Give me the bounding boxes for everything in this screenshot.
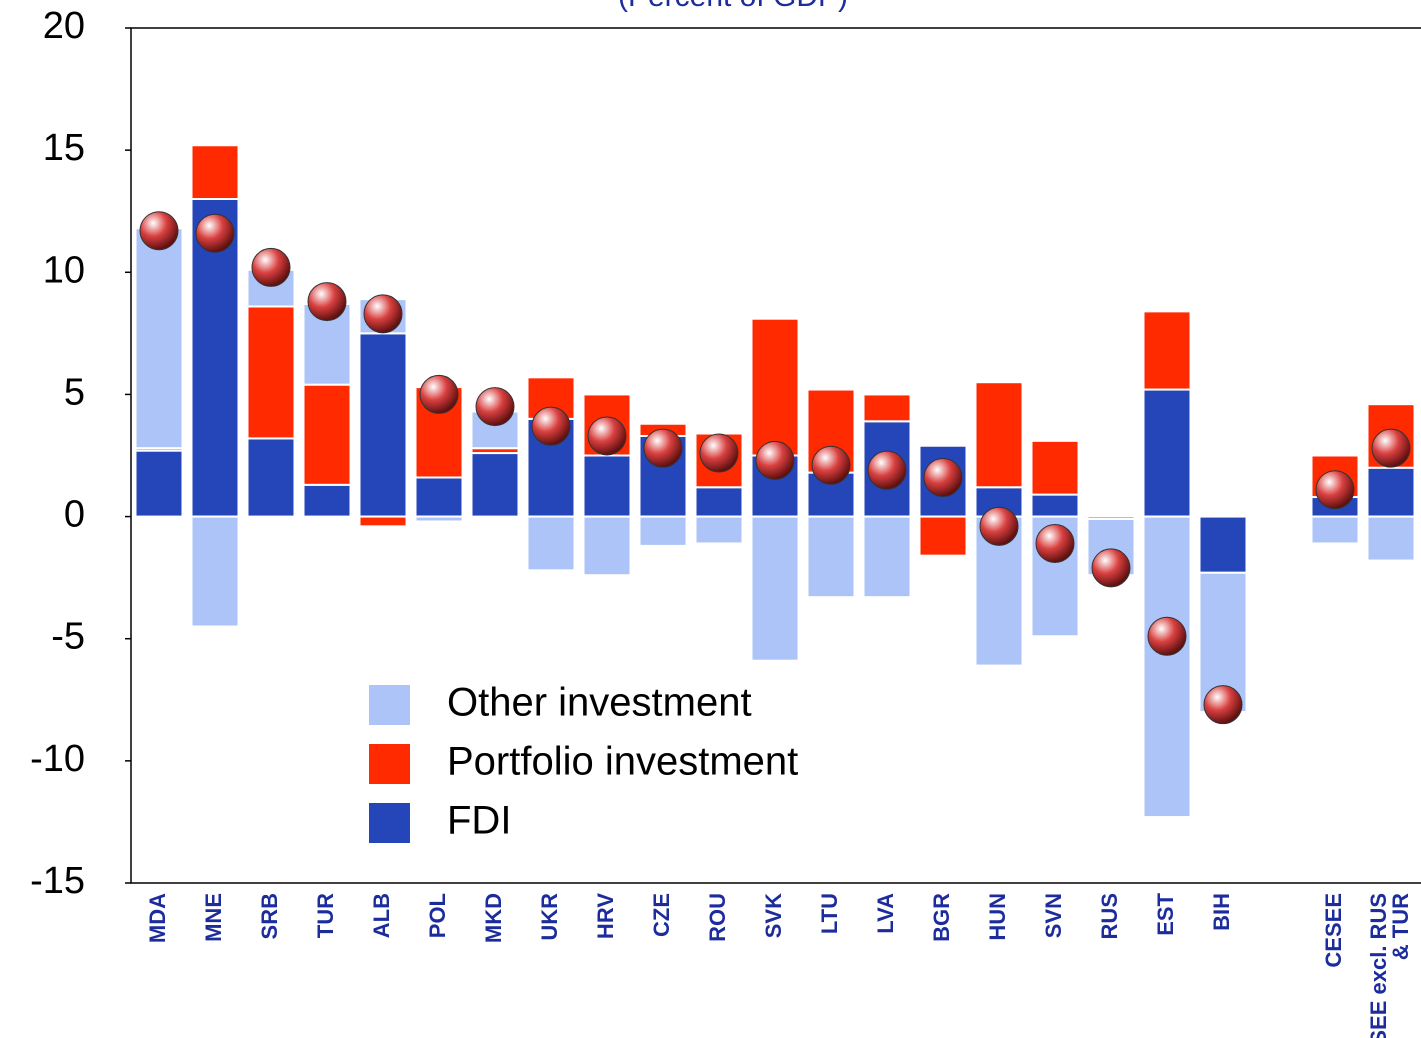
bar-segment [1366,515,1416,562]
net-marker [475,387,515,427]
net-marker [979,506,1019,546]
x-tick-label: TUR [313,893,338,938]
bar-segment [694,515,744,545]
bar-segment [694,486,744,518]
bar-segment [414,515,464,523]
x-tick-label: POL [425,893,450,938]
y-tick-label: 20 [43,5,85,47]
bar-segment [358,515,408,528]
bar-segment [526,515,576,572]
x-tick-label: HUN [985,893,1010,941]
net-marker [755,440,795,480]
legend-label: FDI [447,799,511,843]
x-tick-label: ROU [705,893,730,942]
net-marker [1091,548,1131,588]
net-marker [139,211,179,251]
net-marker [307,282,347,322]
y-tick-label: -5 [51,616,85,658]
bar-segment [750,515,800,662]
x-tick-label: CESEE [1321,893,1346,968]
bar-segment [1142,515,1192,819]
bar-segment [470,452,520,518]
net-marker [1203,685,1243,725]
x-tick-label: RUS [1097,893,1122,939]
bar-segment [190,515,240,628]
bar-segment [358,332,408,518]
bar-segment [302,383,352,486]
bar-segment [134,227,184,450]
bar-segment [974,381,1024,489]
net-marker [587,416,627,456]
legend-swatch [369,803,410,843]
bar-segment [806,515,856,599]
net-marker [1371,428,1411,468]
y-tick-label: 10 [43,249,85,291]
net-marker [1315,470,1355,510]
x-tick-label: BIH [1209,893,1234,931]
x-tick-label: HRV [593,893,618,939]
bar-segment [582,515,632,577]
x-tick-label: UKR [537,893,562,941]
plot-frame [130,27,1421,884]
y-tick-label: 5 [64,371,85,413]
net-marker [1147,616,1187,656]
chart-subtitle: (Percent of GDP) [618,0,848,13]
bar-segment [1030,493,1080,518]
bar-segment [862,393,912,423]
x-tick-label: LVA [873,893,898,934]
bar-segment [862,515,912,599]
bar-segment [302,483,352,518]
x-tick-label: MDA [145,893,170,943]
bar-segment [750,317,800,457]
x-tick-label: BGR [929,893,954,942]
x-tick-label: EST [1153,892,1178,935]
net-marker [699,433,739,473]
bar-segment [582,454,632,518]
net-marker [867,450,907,490]
bar-segment [638,515,688,547]
net-marker [419,374,459,414]
y-tick-label: -15 [30,860,85,902]
net-marker [363,294,403,334]
x-tick-label: ALB [369,893,394,938]
net-marker [195,213,235,253]
x-tick-label: CESEE excl. RUS& TUR [1366,893,1413,1038]
bar-segment [1310,515,1360,545]
bar-segment [246,437,296,518]
net-marker [923,457,963,497]
bar-segment [1366,466,1416,518]
bar-segment [1142,388,1192,518]
legend-swatch [369,685,410,725]
legend-label: Portfolio investment [447,740,798,784]
net-marker [1035,523,1075,563]
net-marker [251,247,291,287]
net-marker [811,445,851,485]
y-tick-label: 0 [64,494,85,536]
net-marker [531,406,571,446]
legend-swatch [369,744,410,784]
x-tick-label: MKD [481,893,506,943]
x-tick-label: MNE [201,893,226,942]
legend-label: Other investment [447,681,752,725]
bar-segment [1030,439,1080,496]
y-tick-label: 15 [43,127,85,169]
x-tick-label: SVK [761,893,786,938]
x-tick-label: SRB [257,893,282,939]
y-tick-label: -10 [30,738,85,780]
net-marker [643,428,683,468]
bar-segment [918,515,968,557]
bar-segment [246,305,296,440]
bar-segment [134,449,184,518]
x-tick-label: SVN [1041,893,1066,938]
bar-segment [414,476,464,518]
bar-segment [1142,310,1192,391]
x-tick-label: LTU [817,893,842,934]
bar-segment [190,144,240,200]
bar-segment [1198,515,1248,574]
x-tick-label: CZE [649,893,674,937]
